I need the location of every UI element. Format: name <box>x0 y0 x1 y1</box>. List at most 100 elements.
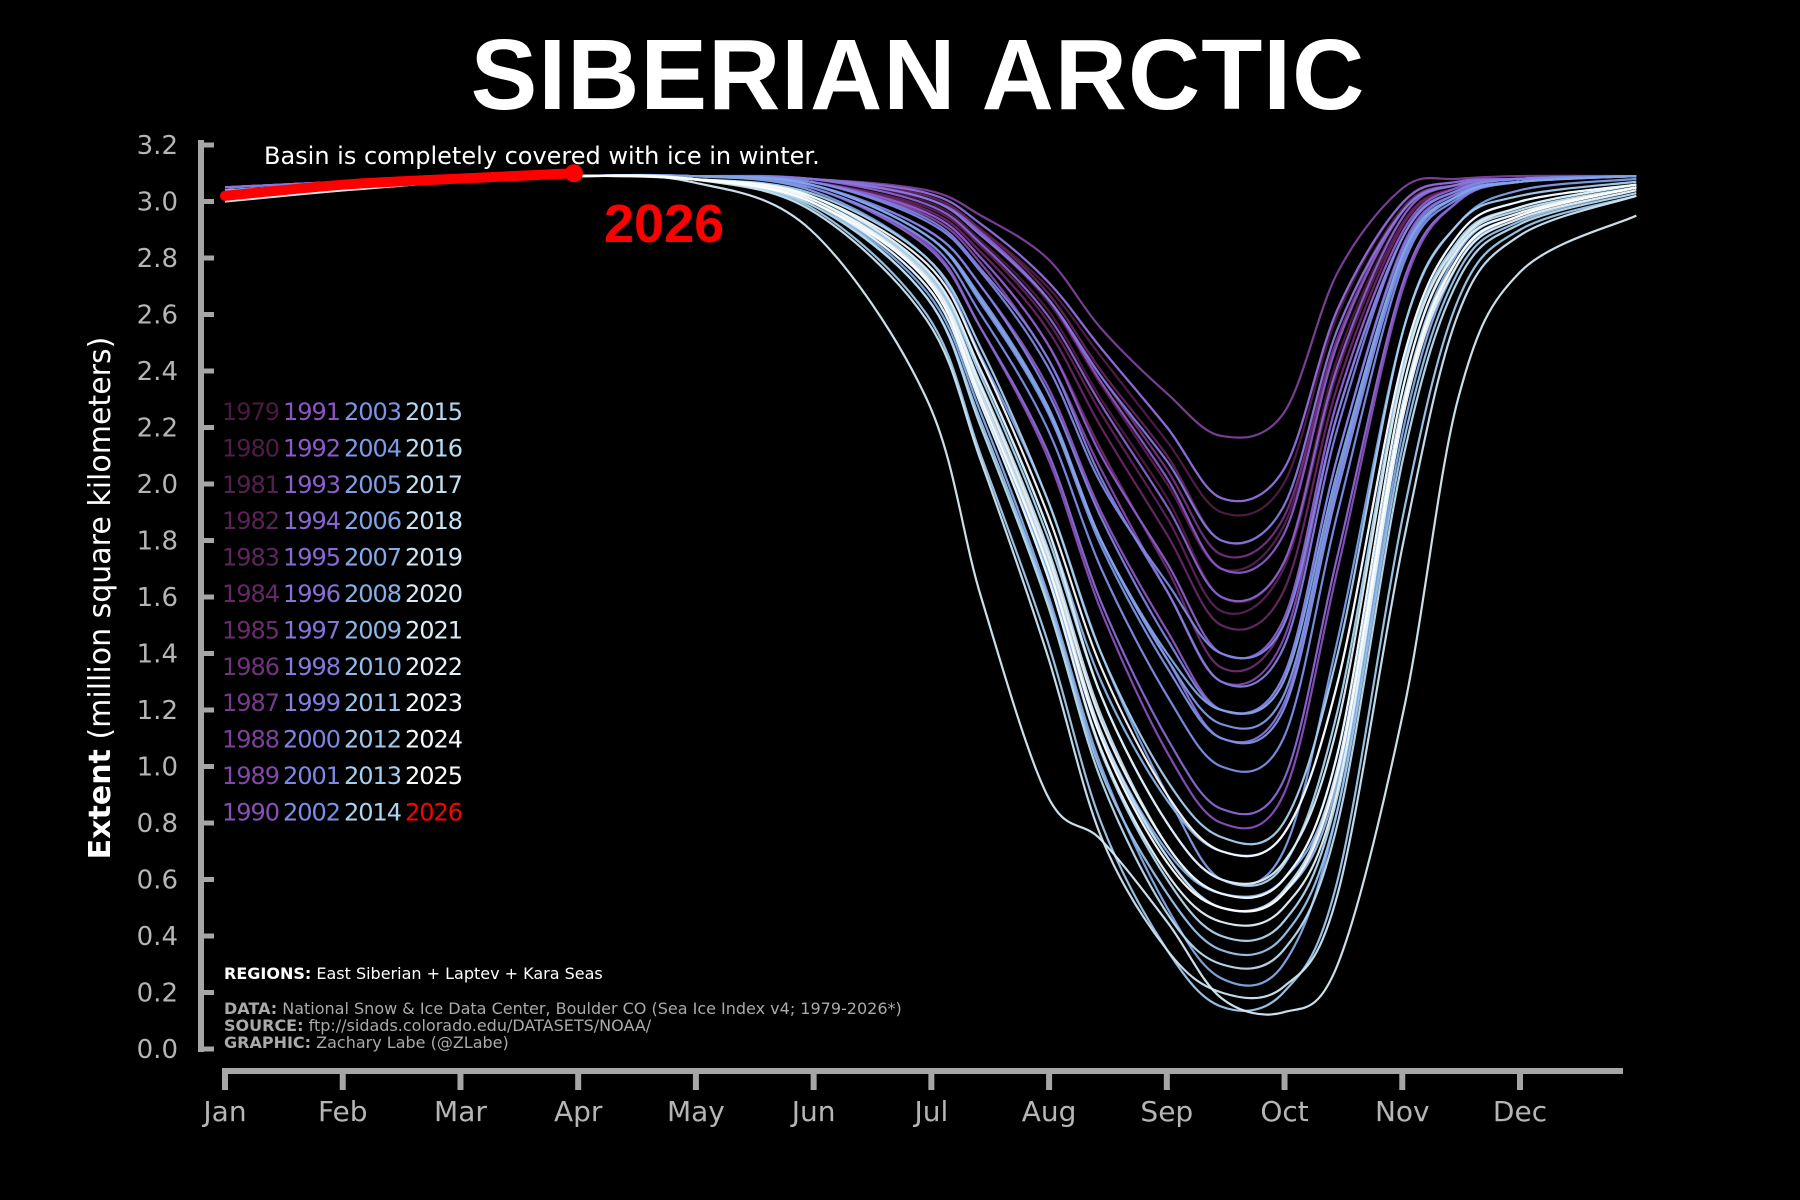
legend-entry: 2025 <box>405 762 462 790</box>
legend-entry: 2024 <box>405 726 462 754</box>
legend-entry: 1982 <box>222 507 279 535</box>
y-tick-label: 1.6 <box>137 583 178 613</box>
chart-title: SIBERIAN ARCTIC <box>470 19 1366 131</box>
latest-point-marker <box>564 164 583 183</box>
legend: 1979 1980 1981 1982 1983 1984 1985 1986 1987 1988… <box>222 398 463 826</box>
y-tick-label: 0.4 <box>137 922 178 952</box>
legend-entry: 2000 <box>283 726 340 754</box>
y-tick-label: 1.0 <box>137 753 178 783</box>
legend-entry: 1989 <box>222 762 279 790</box>
legend-entry: 2016 <box>405 434 462 462</box>
y-tick-label: 0.8 <box>137 809 178 839</box>
legend-entry: 2005 <box>344 471 401 499</box>
regions-text: East Siberian + Laptev + Kara Seas <box>311 964 603 983</box>
x-tick-label: Oct <box>1260 1095 1308 1128</box>
y-tick-label: 3.0 <box>137 188 178 218</box>
legend-entry: 2011 <box>344 689 401 717</box>
legend-entry: 2010 <box>344 653 401 681</box>
y-axis-label-units: (million square kilometers) <box>83 337 118 749</box>
x-tick-label: Mar <box>434 1095 487 1128</box>
legend-entry: 1987 <box>222 689 279 717</box>
x-tick-label: Nov <box>1375 1095 1430 1128</box>
x-tick-label: Aug <box>1022 1095 1077 1128</box>
x-tick-label: Apr <box>554 1095 603 1128</box>
legend-entry: 2012 <box>344 726 401 754</box>
legend-entry: 2018 <box>405 507 462 535</box>
source-label: SOURCE: <box>224 1016 304 1035</box>
source-text: ftp://sidads.colorado.edu/DATASETS/NOAA/ <box>303 1016 652 1035</box>
x-tick-label: May <box>667 1095 725 1128</box>
legend-entry: 1999 <box>283 689 340 717</box>
legend-entry: 1991 <box>283 398 340 426</box>
legend-entry: 1997 <box>283 616 340 644</box>
legend-entry: 1988 <box>222 726 279 754</box>
legend-entry: 2019 <box>405 544 462 572</box>
y-tick-label: 2.6 <box>137 301 178 331</box>
line-2026 <box>220 168 579 201</box>
legend-entry: 2009 <box>344 616 401 644</box>
legend-entry: 2004 <box>344 434 401 462</box>
x-tick-label: Jul <box>912 1095 948 1128</box>
legend-entry: 2022 <box>405 653 462 681</box>
legend-entry: 2017 <box>405 471 462 499</box>
graphic-text: Zachary Labe (@ZLabe) <box>311 1033 509 1052</box>
legend-entry: 2026 <box>405 798 462 826</box>
legend-entry: 2003 <box>344 398 401 426</box>
source-credit: SOURCE: ftp://sidads.colorado.edu/DATASE… <box>224 1017 651 1034</box>
legend-entry: 2006 <box>344 507 401 535</box>
y-tick-label: 0.6 <box>137 866 178 896</box>
legend-entry: 1985 <box>222 616 279 644</box>
legend-entry: 2002 <box>283 798 340 826</box>
y-tick-label: 0.2 <box>137 979 178 1009</box>
legend-entry: 1984 <box>222 580 279 608</box>
y-tick-label: 2.8 <box>137 244 178 274</box>
legend-entry: 2007 <box>344 544 401 572</box>
legend-entry: 1986 <box>222 653 279 681</box>
data-credit: DATA: National Snow & Ice Data Center, B… <box>224 1000 902 1017</box>
legend-entry: 2008 <box>344 580 401 608</box>
legend-entry: 2013 <box>344 762 401 790</box>
legend-entry: 1980 <box>222 434 279 462</box>
y-tick-label: 2.0 <box>137 470 178 500</box>
legend-entry: 2014 <box>344 798 401 826</box>
legend-entry: 1993 <box>283 471 340 499</box>
y-axis-label-bold: Extent <box>83 749 118 859</box>
line-1999 <box>224 174 1637 688</box>
y-tick-label: 1.4 <box>137 640 178 670</box>
data-text: National Snow & Ice Data Center, Boulder… <box>277 999 902 1018</box>
x-tick-label: Dec <box>1493 1095 1547 1128</box>
data-label: DATA: <box>224 999 278 1018</box>
regions-label: REGIONS: <box>224 964 312 983</box>
legend-entry: 1979 <box>222 398 279 426</box>
y-tick-label: 1.8 <box>137 527 178 557</box>
y-tick-label: 0.0 <box>137 1035 178 1065</box>
y-axis-label: Extent (million square kilometers) <box>83 337 118 860</box>
legend-entry: 2023 <box>405 689 462 717</box>
legend-entry: 1996 <box>283 580 340 608</box>
regions-note: REGIONS: East Siberian + Laptev + Kara S… <box>224 965 603 982</box>
line-1989 <box>224 174 1637 686</box>
legend-entry: 2020 <box>405 580 462 608</box>
y-tick-label: 3.2 <box>137 131 178 161</box>
legend-entry: 2021 <box>405 616 462 644</box>
legend-entry: 1992 <box>283 434 340 462</box>
legend-entry: 2015 <box>405 398 462 426</box>
x-tick-label: Jun <box>790 1095 836 1128</box>
legend-entry: 1998 <box>283 653 340 681</box>
graphic-label: GRAPHIC: <box>224 1033 312 1052</box>
y-tick-label: 1.2 <box>137 696 178 726</box>
legend-entry: 1983 <box>222 544 279 572</box>
legend-entry: 1981 <box>222 471 279 499</box>
line-1979 <box>224 174 1637 604</box>
x-tick-label: Sep <box>1140 1095 1193 1128</box>
legend-entry: 1990 <box>222 798 279 826</box>
legend-entry: 2001 <box>283 762 340 790</box>
y-tick-label: 2.2 <box>137 414 178 444</box>
graphic-credit: GRAPHIC: Zachary Labe (@ZLabe) <box>224 1034 509 1051</box>
x-tick-label: Jan <box>201 1095 246 1128</box>
x-tick-label: Feb <box>318 1095 368 1128</box>
legend-entry: 1994 <box>283 507 340 535</box>
legend-entry: 1995 <box>283 544 340 572</box>
y-tick-label: 2.4 <box>137 357 178 387</box>
